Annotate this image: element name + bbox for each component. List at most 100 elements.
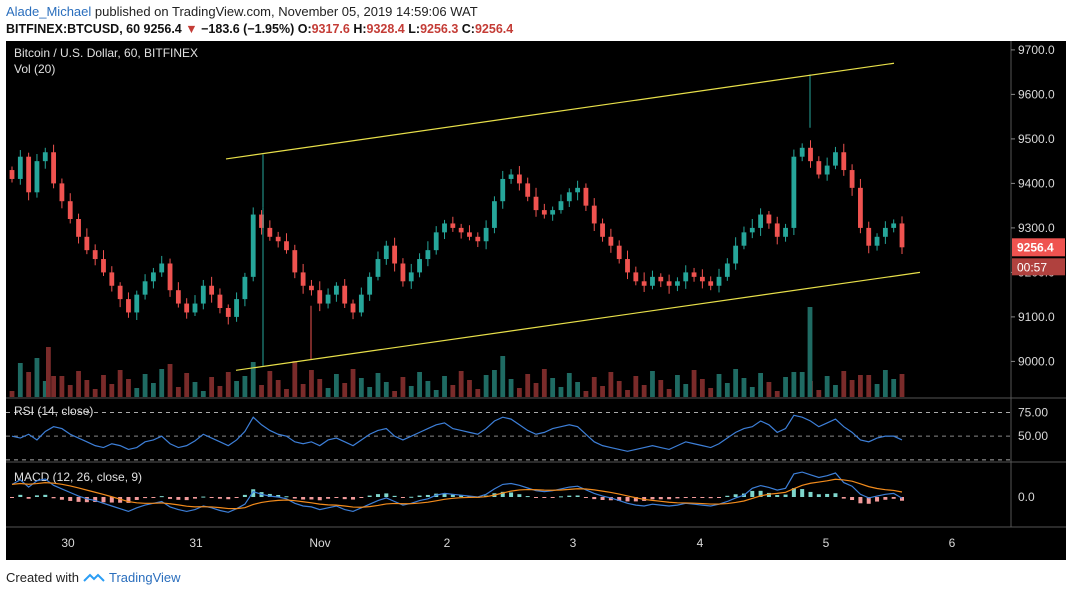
volume-bar <box>17 363 23 397</box>
candle-body <box>833 152 838 166</box>
candle-body <box>175 290 181 304</box>
macd-histogram-bar <box>342 497 347 500</box>
candle-body <box>791 156 797 228</box>
macd-histogram-bar <box>201 496 206 498</box>
macd-histogram-bar <box>558 496 563 498</box>
candle-body <box>400 263 406 282</box>
volume-bar <box>874 384 880 397</box>
volume-bar <box>633 376 639 397</box>
macd-histogram-bar <box>858 497 863 504</box>
chart-area[interactable]: 9700.09600.09500.09400.09300.09200.09100… <box>6 41 1066 560</box>
candle-body <box>84 236 90 251</box>
candle-body <box>583 187 589 206</box>
rsi-tick-label: 75.00 <box>1018 405 1048 419</box>
volume-bar <box>716 374 722 397</box>
volume-bar <box>450 385 456 397</box>
author-link[interactable]: Alade_Michael <box>6 4 92 19</box>
macd-histogram-bar <box>59 497 64 500</box>
volume-bar <box>433 390 439 397</box>
volume-bar <box>575 382 581 397</box>
candle-body <box>749 227 755 233</box>
macd-histogram-bar <box>26 497 31 499</box>
volume-bar <box>783 377 788 397</box>
candle-body <box>799 147 805 157</box>
candle-body <box>167 263 173 291</box>
volume-bar <box>425 381 431 397</box>
volume-bar <box>658 380 664 397</box>
volume-bar <box>733 369 739 397</box>
volume-bar <box>333 374 339 397</box>
price-change: −183.6 (−1.95%) <box>201 22 295 36</box>
macd-histogram-bar <box>650 497 655 500</box>
tradingview-link[interactable]: TradingView <box>108 570 181 585</box>
chart-svg[interactable]: 9700.09600.09500.09400.09300.09200.09100… <box>6 41 1066 560</box>
volume-bar <box>400 377 406 397</box>
macd-histogram-bar <box>51 497 56 499</box>
macd-histogram-bar <box>592 497 597 500</box>
candle-body <box>92 250 98 260</box>
candle-body <box>117 285 123 300</box>
macd-histogram-bar <box>143 497 148 499</box>
macd-histogram-bar <box>625 497 630 502</box>
candle-body <box>42 152 48 162</box>
candle-body <box>159 263 165 273</box>
macd-histogram-bar <box>675 497 680 499</box>
macd-histogram-bar <box>717 497 722 498</box>
tradingview-logo-icon <box>83 573 105 582</box>
volume-bar <box>309 370 314 397</box>
candle-body <box>392 245 398 264</box>
volume-bar <box>325 388 331 397</box>
macd-histogram-bar <box>68 497 73 501</box>
candle-body <box>808 147 813 162</box>
macd-histogram-bar <box>783 494 788 497</box>
volume-bar <box>691 370 697 397</box>
candle-body <box>67 201 73 219</box>
candle-body <box>184 303 190 313</box>
open-value: 9317.6 <box>311 22 350 36</box>
macd-histogram-bar <box>658 497 663 500</box>
candle-body <box>425 250 431 260</box>
candle-body <box>192 303 198 313</box>
candle-body <box>259 214 264 228</box>
candle-body <box>101 259 106 273</box>
volume-bar <box>375 373 381 397</box>
volume-bar <box>242 376 248 397</box>
volume-bar <box>51 376 56 397</box>
macd-histogram-bar <box>159 496 164 498</box>
macd-histogram-bar <box>43 494 48 497</box>
volume-bar <box>475 389 481 397</box>
candle-body <box>59 183 65 202</box>
candle-body <box>774 223 780 237</box>
candle-body <box>733 245 739 264</box>
candle-body <box>250 214 256 277</box>
macd-histogram-bar <box>450 494 455 497</box>
countdown-label: 00:57 <box>1017 260 1047 274</box>
volume-bar <box>250 362 256 397</box>
macd-histogram-bar <box>384 493 389 497</box>
volume-bar <box>841 371 847 397</box>
down-arrow-icon: ▼ <box>185 22 198 36</box>
candle-body <box>26 156 32 193</box>
time-tick-label: 6 <box>949 536 956 550</box>
volume-bar <box>175 387 181 397</box>
candle-body <box>516 174 522 184</box>
candle-body <box>475 236 481 242</box>
volume-bar <box>616 381 622 397</box>
countdown-box <box>1012 258 1065 276</box>
last-price: 9256.4 <box>143 22 182 36</box>
time-tick-label: 5 <box>823 536 830 550</box>
volume-bar <box>849 380 855 397</box>
volume-bar <box>159 369 165 397</box>
time-tick-label: 30 <box>61 536 75 550</box>
volume-bar <box>458 371 464 397</box>
volume-bar <box>192 382 198 397</box>
candle-body <box>533 196 539 211</box>
volume-bar <box>641 385 647 397</box>
time-tick-label: 31 <box>189 536 203 550</box>
volume-bar <box>591 377 597 397</box>
volume-bar <box>59 376 65 397</box>
macd-histogram-bar <box>725 495 730 497</box>
macd-histogram-bar <box>667 497 672 500</box>
volume-bar <box>209 377 215 397</box>
volume-bar <box>882 370 888 397</box>
